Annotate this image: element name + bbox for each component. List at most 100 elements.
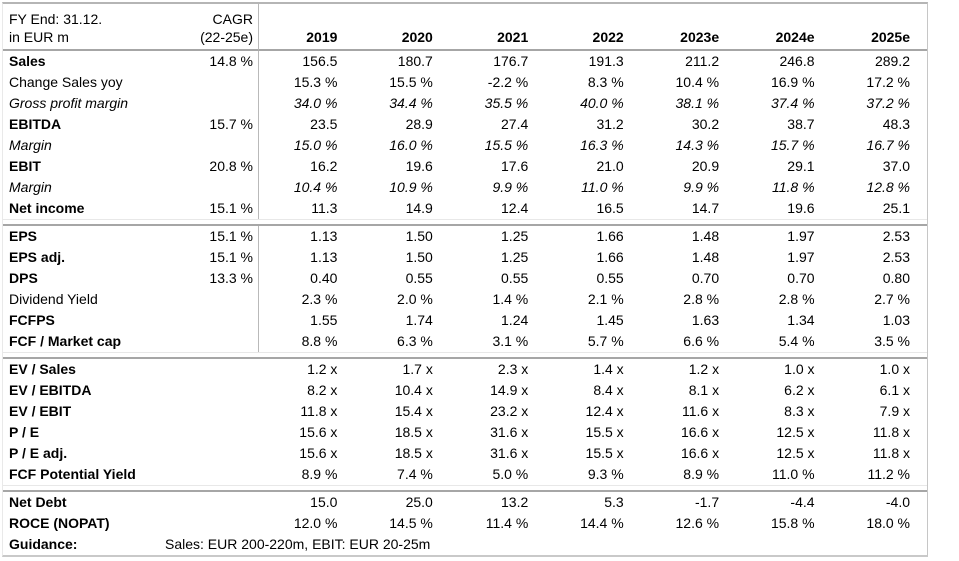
cagr-value [163, 464, 259, 485]
metric-value: 1.2 x [307, 361, 338, 377]
metric-value: 18.0 % [866, 515, 910, 531]
metric-value: 1.25 [501, 228, 529, 244]
metric-value: 15.0 [310, 494, 338, 510]
metric-value: 180.7 [397, 53, 433, 69]
metric-value: 16.7 % [866, 137, 910, 153]
metric-value: 1.66 [596, 249, 624, 265]
metric-value: 14.9 [405, 200, 433, 216]
metric-value: 27.4 [501, 116, 529, 132]
metric-value: 11.6 x [682, 403, 720, 419]
metric-value: 1.45 [596, 312, 624, 328]
metric-value: 15.5 % [389, 74, 433, 90]
metric-value: 31.6 x [490, 424, 529, 440]
metric-value: 1.66 [596, 228, 624, 244]
metric-value: 25.0 [405, 494, 433, 510]
table-row: Guidance: Sales: EUR 200-220m, EBIT: EUR … [3, 534, 927, 555]
cagr-value [163, 492, 259, 513]
table-row: EBITDA 15.7 % 23.5 28.9 27.4 31.2 30.2 38.7 48.3 [3, 114, 927, 135]
metric-value: 0.55 [405, 270, 433, 286]
table-row: FCF / Market cap 8.8 % 6.3 % 3.1 % 5.7 % 6.6 … [3, 331, 927, 352]
metric-value: 8.3 x [784, 403, 815, 419]
metric-value: 0.55 [501, 270, 529, 286]
metric-value: 11.4 % [485, 515, 529, 531]
row-label: DPS [9, 270, 38, 286]
cagr-value [163, 72, 259, 93]
metric-value: 11.0 % [771, 466, 815, 482]
metric-value: 12.0 % [293, 515, 338, 531]
header-row: FY End: 31.12. in EUR m CAGR (22-25e) 20… [3, 4, 927, 51]
metric-value: 16.6 x [680, 445, 720, 461]
header-year-2024e: 2024e [736, 4, 832, 51]
metric-value: 12.5 x [776, 445, 815, 461]
metric-value: 1.55 [310, 312, 338, 328]
metric-value: 8.9 % [683, 466, 720, 482]
row-label: EPS adj. [9, 249, 66, 265]
metric-value: 40.0 % [580, 95, 624, 111]
table-row: P / E 15.6 x 18.5 x 31.6 x 15.5 x 16.6 x 12.5 … [3, 422, 927, 443]
metric-value: 37.2 % [866, 95, 910, 111]
section-separator [3, 219, 927, 226]
table-row: P / E adj. 15.6 x 18.5 x 31.6 x 15.5 x 16.6 x… [3, 443, 927, 464]
metric-value: 37.4 % [770, 95, 815, 111]
header-year-2025e: 2025e [831, 4, 927, 51]
metric-value: 1.50 [405, 228, 433, 244]
metric-value: -2.2 % [487, 74, 529, 90]
metric-value: 15.7 % [770, 137, 815, 153]
metric-value: 9.9 % [492, 179, 529, 195]
metric-value: 8.1 x [688, 382, 720, 398]
metric-value: 1.4 % [492, 291, 529, 307]
row-label: Dividend Yield [9, 291, 98, 307]
cagr-value [163, 331, 259, 352]
metric-value: 14.3 % [675, 137, 720, 153]
cagr-value [163, 93, 259, 114]
metric-value: 19.6 [405, 158, 433, 174]
metric-value: 10.4 % [293, 179, 338, 195]
cagr-value: 15.7 % [163, 114, 259, 135]
metric-value: 7.4 % [397, 466, 433, 482]
cagr-value [163, 401, 259, 422]
cagr-value [163, 380, 259, 401]
row-label: FCF / Market cap [9, 333, 122, 349]
header-year-2023e: 2023e [640, 4, 737, 51]
metric-value: 6.1 x [879, 382, 910, 398]
metric-value: 38.7 [787, 116, 815, 132]
table-row: ROCE (NOPAT) 12.0 % 14.5 % 11.4 % 14.4 % 12.6… [3, 513, 927, 534]
metric-value: 15.5 x [585, 445, 624, 461]
row-label: Margin [9, 137, 52, 153]
metric-value: 16.2 [310, 158, 338, 174]
cagr-value: 15.1 % [163, 226, 259, 247]
cagr-value: 15.1 % [163, 198, 259, 219]
metric-value: 37.0 [882, 158, 910, 174]
header-year-2019: 2019 [259, 4, 355, 51]
metric-value: 2.3 x [497, 361, 529, 377]
cagr-value [163, 422, 259, 443]
section-separator [3, 485, 927, 492]
metric-value: 34.0 % [293, 95, 338, 111]
metric-value: 14.5 % [389, 515, 433, 531]
metric-value: 16.6 x [680, 424, 720, 440]
metric-value: 7.9 x [879, 403, 910, 419]
metric-value: 12.6 % [675, 515, 720, 531]
metric-value: 11.0 % [581, 179, 624, 195]
metric-value: 16.5 [596, 200, 624, 216]
metric-value: -4.0 [885, 494, 910, 510]
metric-value: 15.4 x [394, 403, 433, 419]
row-label: Change Sales yoy [9, 74, 123, 90]
row-label: P / E [9, 424, 40, 440]
metric-value: 8.2 x [307, 382, 338, 398]
cagr-value [163, 289, 259, 310]
cagr-period-label: (22-25e) [200, 29, 253, 45]
metric-value: 0.40 [310, 270, 338, 286]
metric-value: 15.6 x [299, 445, 338, 461]
header-title: FY End: 31.12. in EUR m [3, 4, 163, 51]
metric-value: 1.50 [405, 249, 433, 265]
metric-value: 11.2 % [867, 466, 910, 482]
metric-value: 31.6 x [490, 445, 529, 461]
metric-value: 2.1 % [587, 291, 624, 307]
metric-value: 15.3 % [293, 74, 338, 90]
metric-value: 3.1 % [492, 333, 529, 349]
metric-value: 12.4 x [585, 403, 624, 419]
cagr-value [163, 443, 259, 464]
metric-value: 1.74 [405, 312, 433, 328]
metric-value: 1.34 [787, 312, 815, 328]
